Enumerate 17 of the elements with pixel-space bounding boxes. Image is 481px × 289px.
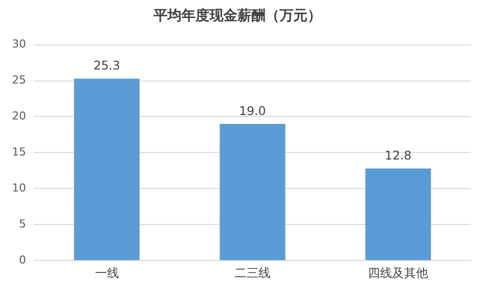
y-tick-label: 20 [12,110,26,123]
y-tick-label: 10 [12,182,26,195]
y-tick-label: 0 [18,253,26,266]
y-tick-label: 30 [12,38,26,51]
data-label: 12.8 [384,148,412,163]
x-tick-label: 一线 [94,266,119,280]
bar [220,124,286,260]
data-label: 19.0 [239,104,266,118]
x-tick-label: 二三线 [234,266,270,280]
chart-title: 平均年度现金薪酬（万元） [152,7,322,24]
bar [365,168,431,260]
x-tick-label: 四线及其他 [368,266,428,280]
data-label: 25.3 [93,58,120,73]
y-tick-label: 5 [18,217,26,230]
y-tick-label: 25 [12,74,26,87]
bar [74,78,140,260]
y-tick-label: 15 [12,146,26,159]
